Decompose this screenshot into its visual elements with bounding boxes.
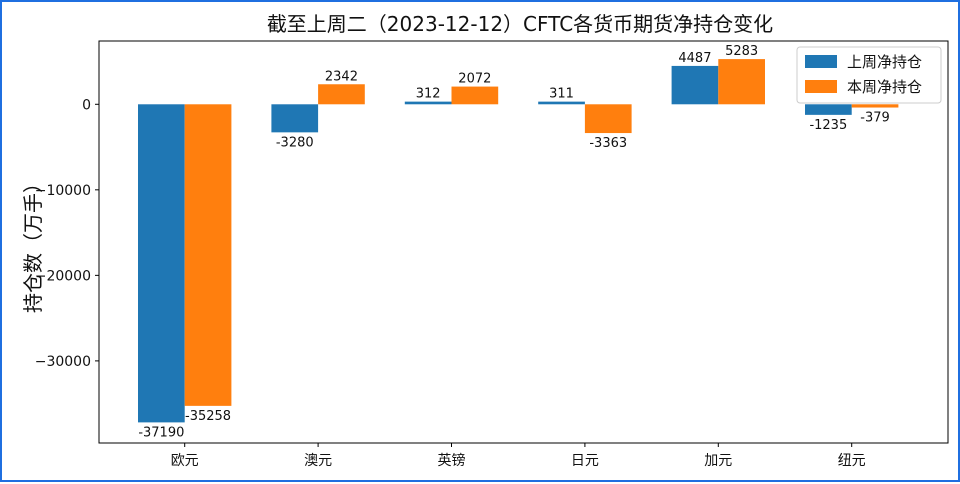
data-label: -379	[860, 111, 890, 126]
data-label: 5283	[725, 44, 758, 59]
chart-title: 截至上周二（2023-12-12）CFTC各货币期货净持仓变化	[267, 12, 773, 36]
bar-last-week-2	[404, 101, 452, 105]
bar-this-week-5	[851, 104, 899, 108]
y-tick-label: −20000	[35, 268, 91, 284]
x-tick-label: 纽元	[838, 453, 866, 469]
data-label: -35258	[185, 409, 231, 424]
bar-last-week-1	[271, 104, 319, 133]
data-label: -37190	[138, 425, 184, 440]
x-tick-label: 日元	[571, 453, 599, 469]
data-label: -3363	[589, 136, 627, 151]
plot-area-border	[98, 40, 949, 444]
bar-last-week-0	[138, 104, 185, 423]
data-label: 4487	[678, 51, 711, 66]
bar-this-week-2	[451, 86, 499, 105]
bar-last-week-3	[538, 101, 585, 105]
data-label: 312	[416, 87, 441, 102]
bar-this-week-3	[584, 104, 632, 134]
bar-this-week-1	[318, 84, 365, 105]
bar-last-week-4	[671, 65, 719, 105]
data-label: 2342	[325, 69, 358, 84]
bar-last-week-5	[805, 104, 852, 115]
axes-group: 0 −10000 −20000 −30000 欧元 澳元 英镑 日元 加元 纽元	[35, 40, 949, 469]
data-label: -1235	[809, 118, 847, 133]
bar-this-week-0	[184, 104, 232, 406]
data-label: 311	[549, 87, 574, 102]
legend-swatch	[805, 55, 837, 68]
data-label: -3280	[276, 135, 314, 150]
y-axis-label: 持仓数（万手）	[21, 173, 45, 313]
y-tick-label: −10000	[35, 183, 91, 199]
x-tick-label: 欧元	[171, 453, 199, 469]
data-label: 2072	[458, 72, 491, 87]
x-tick-label: 澳元	[304, 453, 332, 469]
y-tick-label: −30000	[35, 354, 91, 370]
bars-group	[138, 59, 899, 423]
x-tick-label: 加元	[704, 453, 732, 469]
y-tick-label: 0	[82, 97, 91, 113]
legend-label: 上周净持仓	[847, 53, 922, 71]
x-tick-label: 英镑	[438, 452, 466, 469]
legend-swatch	[805, 80, 837, 93]
legend-label: 本周净持仓	[847, 78, 922, 96]
bar-this-week-4	[718, 59, 765, 105]
data-labels-group: -37190 -3280 312 311 4487 -1235 -35258 2342 2072…	[138, 44, 889, 440]
